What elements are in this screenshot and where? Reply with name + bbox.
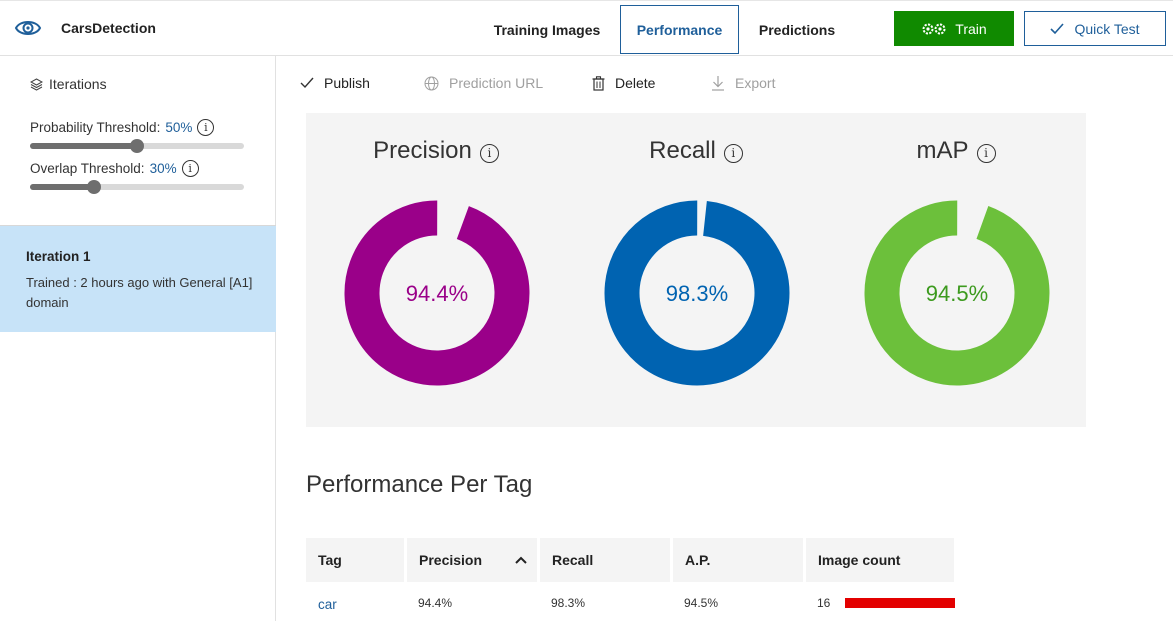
recall-label: Recall bbox=[649, 137, 716, 164]
tag-precision-cell: 94.4% bbox=[418, 596, 453, 610]
recall-title: Recall i bbox=[566, 137, 826, 165]
quick-test-label: Quick Test bbox=[1074, 20, 1140, 37]
precision-metric: Precision i 94.4% bbox=[306, 113, 566, 427]
checkmark-icon bbox=[300, 77, 314, 89]
quick-test-button[interactable]: Quick Test bbox=[1024, 11, 1166, 46]
publish-label: Publish bbox=[324, 75, 370, 91]
metrics-panel: Precision i 94.4% Recall i 98.3% mAP i 9… bbox=[306, 113, 1086, 427]
tag-link-car[interactable]: car bbox=[318, 597, 337, 612]
tab-training-images[interactable]: Training Images bbox=[493, 21, 601, 38]
recall-metric: Recall i 98.3% bbox=[566, 113, 826, 427]
info-icon[interactable]: i bbox=[181, 160, 199, 177]
globe-icon bbox=[424, 76, 439, 90]
precision-value: 94.4% bbox=[405, 281, 469, 306]
delete-label: Delete bbox=[615, 75, 656, 91]
column-header-label: Tag bbox=[318, 552, 342, 568]
donut-arc bbox=[604, 200, 790, 386]
info-icon[interactable]: i bbox=[976, 143, 996, 163]
precision-label: Precision bbox=[373, 137, 472, 164]
column-header-label: A.P. bbox=[685, 552, 711, 568]
precision-title: Precision i bbox=[306, 137, 566, 165]
probability-threshold-text: Probability Threshold: bbox=[30, 120, 161, 135]
slider-thumb[interactable] bbox=[87, 180, 102, 194]
column-header-label: Recall bbox=[552, 552, 594, 568]
info-icon[interactable]: i bbox=[197, 119, 215, 136]
publish-button[interactable]: Publish bbox=[300, 75, 370, 91]
export-label: Export bbox=[735, 75, 776, 91]
eye-logo-icon[interactable] bbox=[14, 15, 42, 41]
column-header-tag[interactable]: Tag bbox=[306, 538, 404, 582]
overlap-threshold-slider[interactable] bbox=[30, 180, 244, 194]
map-metric: mAP i 94.5% bbox=[826, 113, 1086, 427]
top-header: CarsDetection Training Images Performanc… bbox=[0, 0, 1173, 56]
tab-predictions[interactable]: Predictions bbox=[758, 21, 836, 38]
iteration-title: Iteration 1 bbox=[26, 249, 91, 264]
recall-donut bbox=[604, 200, 790, 386]
column-header-image-count[interactable]: Image count bbox=[806, 538, 954, 582]
delete-button[interactable]: Delete bbox=[592, 75, 655, 91]
train-button[interactable]: Train bbox=[894, 11, 1014, 46]
divider bbox=[0, 225, 276, 226]
overlap-threshold-value: 30% bbox=[149, 161, 177, 176]
slider-fill bbox=[30, 184, 95, 190]
export-button[interactable]: Export bbox=[711, 75, 775, 91]
image-count-bar bbox=[845, 598, 955, 608]
layers-icon bbox=[30, 77, 43, 91]
prediction-url-button[interactable]: Prediction URL bbox=[424, 75, 543, 91]
tag-image-count-cell: 16 bbox=[817, 596, 831, 610]
tab-performance[interactable]: Performance bbox=[620, 5, 739, 54]
recall-value: 98.3% bbox=[665, 281, 729, 306]
trash-icon bbox=[592, 75, 605, 91]
map-title: mAP i bbox=[826, 137, 1086, 165]
checkmark-icon bbox=[1050, 22, 1065, 34]
probability-threshold-slider[interactable] bbox=[30, 139, 244, 153]
column-header-precision[interactable]: Precision bbox=[407, 538, 537, 582]
iterations-label: Iterations bbox=[49, 76, 107, 92]
column-header-recall[interactable]: Recall bbox=[540, 538, 670, 582]
probability-threshold-label: Probability Threshold: 50% i bbox=[30, 119, 215, 136]
info-icon[interactable]: i bbox=[479, 143, 499, 163]
probability-threshold-value: 50% bbox=[165, 120, 193, 135]
download-icon bbox=[712, 76, 724, 91]
overlap-threshold-text: Overlap Threshold: bbox=[30, 161, 145, 176]
donut-arc bbox=[344, 200, 530, 386]
project-name[interactable]: CarsDetection bbox=[61, 20, 156, 36]
map-value: 94.5% bbox=[925, 281, 989, 306]
column-header-label: Precision bbox=[419, 552, 483, 568]
sort-ascending-icon[interactable] bbox=[515, 556, 527, 564]
info-icon[interactable]: i bbox=[723, 143, 743, 163]
iterations-sidebar: Iterations Probability Threshold: 50% i … bbox=[0, 56, 276, 621]
prediction-url-label: Prediction URL bbox=[449, 75, 544, 91]
tag-ap-cell: 94.5% bbox=[684, 596, 719, 610]
slider-fill bbox=[30, 143, 137, 149]
map-donut bbox=[864, 200, 1050, 386]
map-label: mAP bbox=[916, 137, 969, 164]
iteration-card[interactable]: Iteration 1 Trained : 2 hours ago with G… bbox=[0, 226, 276, 332]
iteration-description: Trained : 2 hours ago with General [A1] … bbox=[26, 275, 253, 310]
iterations-header: Iterations bbox=[30, 76, 107, 92]
overlap-threshold-label: Overlap Threshold: 30% i bbox=[30, 160, 199, 177]
slider-thumb[interactable] bbox=[130, 139, 144, 153]
gears-icon bbox=[922, 23, 946, 34]
train-label: Train bbox=[955, 20, 987, 37]
column-header-ap[interactable]: A.P. bbox=[673, 538, 803, 582]
tag-recall-cell: 98.3% bbox=[551, 596, 586, 610]
performance-per-tag-title: Performance Per Tag bbox=[306, 471, 533, 498]
column-header-label: Image count bbox=[818, 552, 901, 568]
precision-donut bbox=[344, 200, 530, 386]
